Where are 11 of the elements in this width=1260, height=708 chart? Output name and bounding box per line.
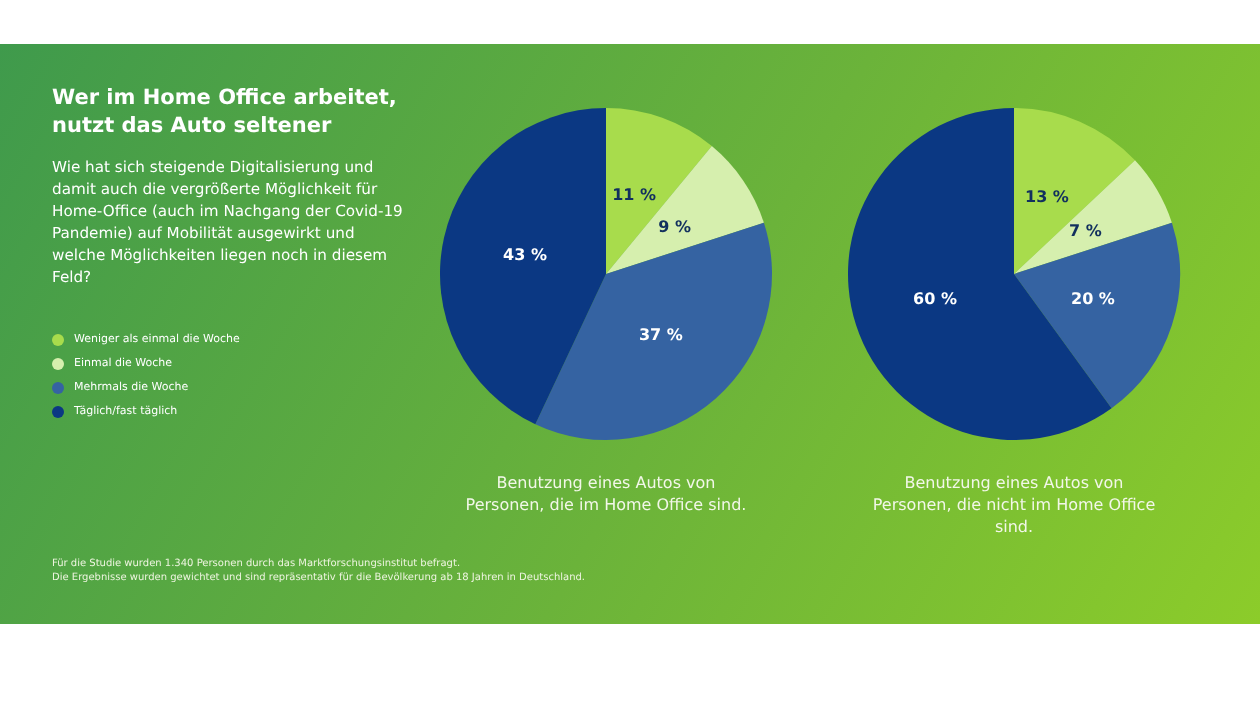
data-label: 13 %	[1025, 187, 1069, 206]
data-label: 60 %	[913, 289, 957, 308]
data-label: 9 %	[658, 217, 692, 236]
chart-title: Wer im Home Office arbeitet, nutzt das Auto seltener	[52, 84, 399, 140]
data-label: 20 %	[1071, 289, 1115, 308]
data-label: 7 %	[1069, 221, 1102, 240]
data-label: 43 %	[503, 246, 547, 265]
text: Benutzung eines Autos von Personen, die im Home Office sind.	[463, 472, 749, 516]
data-label: 37 %	[638, 326, 683, 345]
text: Benutzung eines Autos von Personen, die nicht im Home Office sind.	[870, 472, 1158, 538]
data-label: 11 %	[612, 186, 657, 205]
